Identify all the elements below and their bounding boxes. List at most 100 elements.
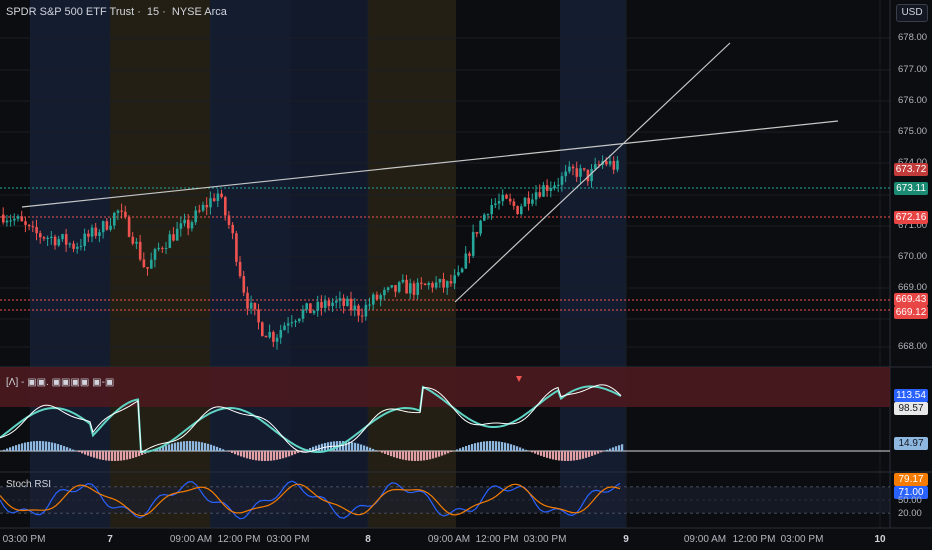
- histogram-bar: [456, 449, 459, 451]
- histogram-bar: [411, 451, 414, 461]
- histogram-bar: [108, 451, 111, 461]
- candle-body: [190, 222, 194, 229]
- histogram-bar: [600, 451, 603, 453]
- candle-body: [198, 210, 201, 212]
- histogram-bar: [174, 442, 177, 451]
- histogram-bar: [114, 451, 117, 461]
- candle-body: [79, 245, 83, 247]
- histogram-bar: [351, 442, 354, 451]
- time-tick: 09:00 AM: [169, 534, 213, 545]
- price-tick: 670.00: [898, 251, 928, 262]
- candle-body: [61, 234, 64, 240]
- histogram-bar: [402, 451, 405, 460]
- stoch-d-line: [0, 483, 621, 517]
- histogram-bar: [249, 451, 252, 460]
- time-tick: 09:00 AM: [427, 534, 471, 545]
- histogram-bar: [471, 443, 474, 451]
- histogram-bar: [204, 443, 207, 451]
- time-tick: 03:00 PM: [780, 534, 824, 545]
- histogram-bar: [216, 446, 219, 451]
- histogram-bar: [516, 446, 519, 451]
- candle-body: [9, 220, 12, 222]
- level-lines: [0, 187, 890, 311]
- histogram-bar: [198, 441, 201, 451]
- histogram-bar: [567, 451, 570, 461]
- histogram-bar: [90, 451, 93, 457]
- candle-body: [471, 232, 475, 256]
- candle-body: [594, 164, 597, 170]
- histogram-bar: [69, 448, 72, 451]
- candle-body: [87, 233, 90, 237]
- candle-body: [194, 210, 197, 223]
- trendline-support[interactable]: [454, 42, 731, 303]
- histogram-bar: [594, 451, 597, 455]
- candle-body: [283, 325, 286, 331]
- currency-button[interactable]: USD: [896, 4, 928, 22]
- price-tick: 668.00: [898, 341, 928, 352]
- histogram-bar: [213, 445, 216, 451]
- histogram-bar: [582, 451, 585, 459]
- candle-body: [586, 169, 590, 182]
- histogram-bar: [441, 451, 444, 456]
- histogram-bar: [447, 451, 450, 454]
- chart-header[interactable]: SPDR S&P 500 ETF Trust · 15 · NYSE Arca: [6, 6, 230, 18]
- histogram-bar: [117, 451, 120, 461]
- stoch-rsi-title[interactable]: Stoch RSI: [6, 479, 52, 490]
- trendline-resistance[interactable]: [21, 120, 839, 208]
- candle-body: [20, 216, 24, 222]
- histogram-bar: [435, 451, 438, 458]
- price-tick: 675.00: [898, 126, 928, 137]
- candle-body: [431, 283, 434, 288]
- candle-body: [542, 185, 545, 197]
- histogram-bar: [354, 442, 357, 451]
- histogram-bar: [285, 451, 288, 458]
- candle-body: [201, 204, 205, 211]
- session-band-blue: [210, 0, 290, 528]
- symbol-name[interactable]: SPDR S&P 500 ETF Trust: [6, 6, 135, 18]
- histogram-bar: [54, 443, 57, 451]
- histogram-bar: [261, 451, 264, 461]
- candle-body: [172, 234, 175, 241]
- histogram-bar: [24, 442, 27, 451]
- indicator-title[interactable]: [Λ] - ▣▣. ▣▣▣▣ ▣-▣: [6, 377, 115, 388]
- candle-body: [612, 161, 616, 170]
- histogram-bar: [81, 451, 84, 454]
- candle-body: [349, 298, 353, 311]
- histogram-bar: [105, 451, 108, 461]
- histogram-bar: [123, 451, 126, 461]
- time-tick: 03:00 PM: [2, 534, 46, 545]
- candle-body: [109, 225, 112, 230]
- histogram-bar: [573, 451, 576, 461]
- price-tick: 669.00: [898, 282, 928, 293]
- histogram-bar: [276, 451, 279, 460]
- candle-body: [534, 192, 538, 200]
- candle-body: [342, 298, 345, 306]
- stoch-tick: 50.00: [898, 495, 922, 506]
- candle-body: [83, 233, 86, 246]
- candle-body: [279, 330, 283, 338]
- candle-body: [127, 217, 131, 237]
- histogram-bar: [255, 451, 258, 461]
- histogram-bar: [357, 443, 360, 451]
- histogram-bar: [588, 451, 591, 457]
- candle-body: [42, 237, 46, 239]
- candle-body: [460, 268, 464, 273]
- histogram-bar: [201, 442, 204, 451]
- candle-body: [187, 219, 190, 229]
- histogram-bar: [33, 441, 36, 451]
- candle-body: [449, 281, 453, 284]
- histogram-bar: [45, 441, 48, 451]
- histogram-bar: [576, 451, 579, 461]
- candle-body: [35, 226, 38, 234]
- candle-body: [298, 318, 301, 322]
- histogram-bar: [156, 448, 159, 451]
- candle-body: [353, 305, 357, 311]
- candle-body: [416, 282, 419, 295]
- candle-body: [379, 295, 382, 300]
- candle-body: [220, 193, 223, 198]
- histogram-bar: [417, 451, 420, 461]
- candle-body: [442, 278, 445, 288]
- histogram-bar: [507, 443, 510, 451]
- interval-label[interactable]: 15: [146, 6, 160, 18]
